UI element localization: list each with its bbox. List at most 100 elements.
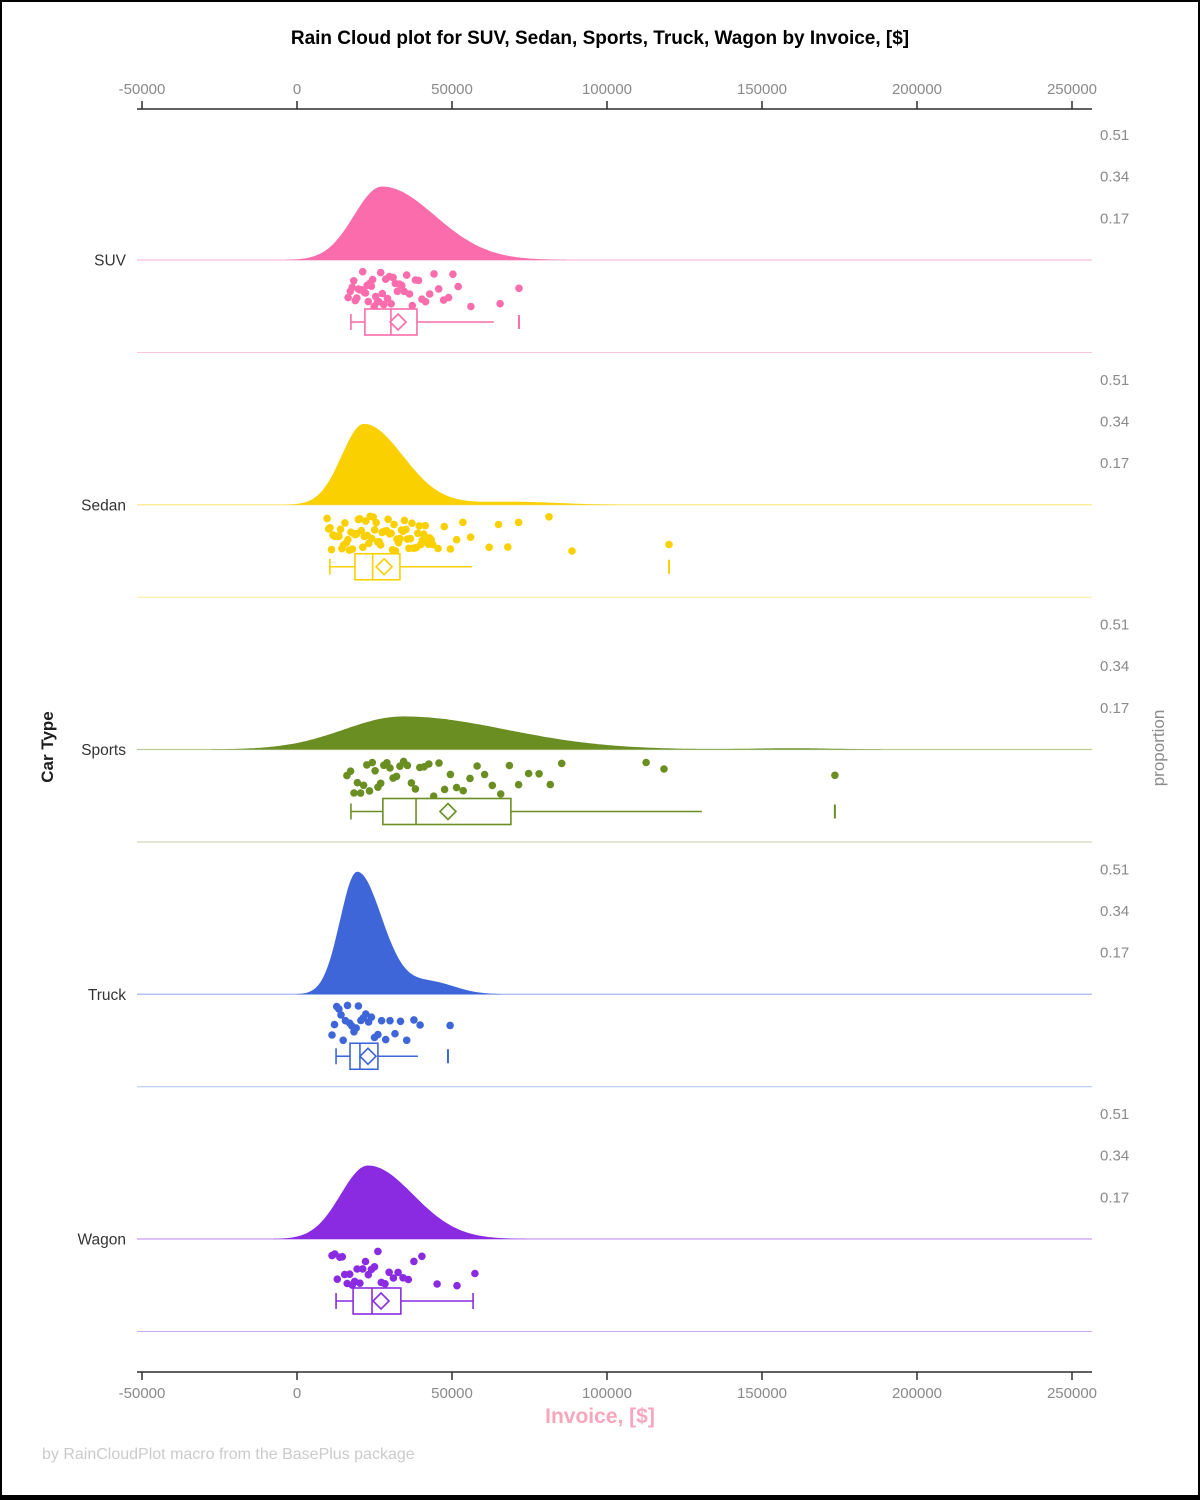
- suv-rain-point: [349, 277, 358, 285]
- truck-rain-point: [330, 1020, 339, 1029]
- suv-proportion-tick-label: 0.17: [1100, 210, 1129, 227]
- category-label-sedan: Sedan: [81, 497, 126, 514]
- bottom-x-axis-tick-label: 200000: [892, 1385, 942, 1402]
- sedan-rain-point: [327, 545, 336, 554]
- suv-rain-point: [449, 270, 457, 279]
- sports-rain-point: [514, 780, 523, 789]
- truck-rain-point: [343, 1001, 352, 1010]
- truck-rain-point: [391, 1029, 399, 1038]
- truck-proportion-tick-label: 0.17: [1100, 945, 1129, 962]
- suv-proportion-tick-label: 0.51: [1100, 127, 1129, 144]
- sports-rain-point: [425, 760, 433, 768]
- wagon-rain-point: [356, 1279, 364, 1287]
- sports-rain-point: [407, 779, 416, 787]
- sports-rain-point: [546, 780, 555, 789]
- sedan-rain-point: [341, 519, 349, 527]
- truck-rain-point: [374, 1030, 382, 1039]
- sedan-rain-point: [568, 547, 576, 555]
- truck-proportion-tick-label: 0.34: [1100, 903, 1129, 920]
- suv-rain-point: [414, 276, 423, 285]
- sedan-rain-point: [376, 541, 385, 549]
- category-label-suv: SUV: [94, 253, 127, 270]
- sedan-rain-point: [326, 524, 334, 532]
- suv-rain-point: [387, 300, 396, 308]
- sedan-proportion-tick-label: 0.51: [1100, 372, 1129, 389]
- sedan-rain-point: [356, 515, 364, 523]
- sports-rain-point: [831, 771, 839, 780]
- truck-rain-point: [339, 1036, 348, 1045]
- sports-rain-point: [356, 789, 365, 797]
- suv-rain-point: [361, 289, 370, 297]
- suv-rain-point: [344, 293, 352, 302]
- sports-rain-point: [371, 767, 379, 775]
- wagon-density: [273, 1165, 527, 1239]
- sedan-proportion-tick-label: 0.34: [1100, 413, 1129, 430]
- suv-rain-point: [364, 297, 373, 306]
- sedan-rain-point: [335, 532, 343, 540]
- top-x-axis-tick-label: 250000: [1047, 81, 1097, 98]
- truck-rain-point: [446, 1021, 454, 1030]
- sedan-rain-point: [414, 529, 422, 538]
- wagon-rain-point: [381, 1280, 389, 1288]
- sports-rain-point: [435, 759, 443, 767]
- sports-rain-point: [446, 770, 455, 779]
- bottom-x-axis-tick-label: 100000: [582, 1385, 632, 1402]
- suv-mean-diamond: [388, 312, 408, 332]
- sedan-rain-point: [402, 525, 410, 534]
- suv-rain-point: [515, 284, 523, 293]
- wagon-rain-point: [453, 1281, 461, 1290]
- sedan-rain-point: [494, 520, 503, 529]
- sports-rain-point: [473, 762, 481, 770]
- bottom-x-axis-tick-label: 50000: [431, 1385, 473, 1402]
- wagon-rain-point: [404, 1275, 413, 1284]
- truck-rain-point: [410, 1016, 418, 1024]
- sedan-rain-point: [415, 522, 424, 530]
- sports-rain-point: [660, 765, 668, 773]
- sedan-mean-diamond: [374, 557, 394, 576]
- sports-rain-point: [392, 772, 401, 781]
- page-title: Rain Cloud plot for SUV, Sedan, Sports, …: [290, 28, 910, 49]
- sports-rain-point: [488, 781, 497, 790]
- sports-proportion-tick-label: 0.34: [1100, 658, 1129, 675]
- sedan-rain-point: [440, 522, 449, 531]
- suv-rain-point: [425, 290, 434, 298]
- sedan-rain-point: [514, 518, 523, 527]
- truck-rain-point: [416, 1021, 424, 1029]
- truck-rain-point: [354, 1002, 363, 1010]
- sedan-rain-point: [446, 545, 455, 553]
- bottom-x-axis-tick-label: 250000: [1047, 1385, 1097, 1402]
- suv-rain-point: [467, 302, 475, 311]
- sedan-rain-point: [387, 529, 395, 538]
- sedan-proportion-tick-label: 0.17: [1100, 455, 1129, 472]
- suv-rain-point: [380, 300, 388, 309]
- sedan-rain-point: [359, 543, 367, 552]
- wagon-rain-point: [333, 1275, 342, 1283]
- wagon-rain-point: [433, 1280, 441, 1288]
- sports-proportion-tick-label: 0.51: [1100, 617, 1129, 634]
- suv-rain-point: [402, 271, 411, 279]
- sedan-rain-point: [406, 534, 415, 543]
- sports-rain-point: [480, 770, 489, 779]
- suv-rain-point: [378, 289, 387, 298]
- top-x-axis-tick-label: 50000: [431, 81, 473, 98]
- suv-rain-point: [408, 301, 417, 310]
- wagon-rain-point: [358, 1265, 367, 1273]
- wagon-rain-point: [385, 1268, 393, 1277]
- truck-rain-point: [386, 1016, 394, 1025]
- sports-proportion-tick-label: 0.17: [1100, 700, 1129, 717]
- sedan-rain-point: [357, 526, 366, 535]
- suv-rain-point: [368, 275, 377, 284]
- wagon-rain-point: [374, 1247, 382, 1256]
- sedan-rain-point: [421, 521, 430, 530]
- bottom-x-axis-tick-label: -50000: [119, 1385, 166, 1402]
- suv-rain-point: [430, 270, 438, 278]
- sports-rain-point: [452, 783, 461, 792]
- sedan-rain-point: [390, 520, 398, 529]
- truck-proportion-tick-label: 0.51: [1100, 861, 1129, 878]
- truck-mean-diamond: [358, 1047, 378, 1066]
- suv-rain-point: [444, 293, 453, 302]
- wagon-rain-point: [410, 1257, 418, 1266]
- wagon-rain-point: [370, 1263, 379, 1271]
- sports-density: [211, 716, 881, 750]
